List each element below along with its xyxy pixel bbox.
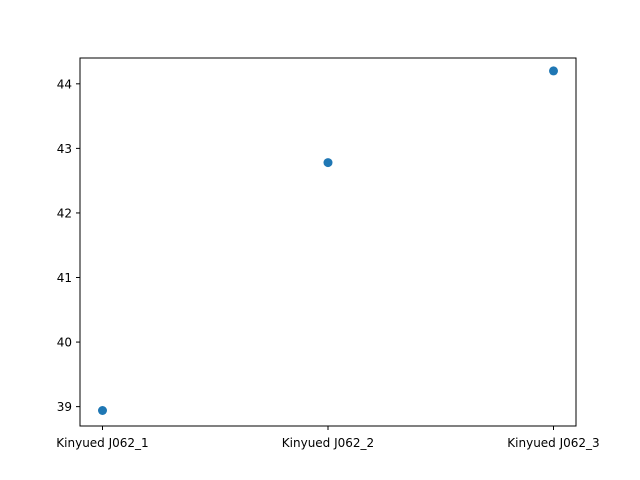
data-point <box>323 158 333 168</box>
data-point <box>98 406 107 416</box>
data-points <box>98 66 558 416</box>
y-tick-label: 42 <box>57 206 72 220</box>
y-tick-label: 43 <box>57 142 72 156</box>
x-tick-label: Kinyued J062_2 <box>282 436 374 450</box>
y-tick-label: 44 <box>57 77 72 91</box>
data-point <box>549 66 558 76</box>
x-tick-label: Kinyued J062_1 <box>56 436 148 450</box>
y-tick-label: 40 <box>57 336 72 350</box>
plot-area <box>80 58 576 426</box>
x-tick-label: Kinyued J062_3 <box>507 436 599 450</box>
y-axis: 39 40 41 42 43 44 <box>57 77 80 414</box>
y-tick-label: 39 <box>57 400 72 414</box>
x-axis: Kinyued J062_1 Kinyued J062_2 Kinyued J062… <box>56 426 600 450</box>
y-tick-label: 41 <box>57 271 72 285</box>
